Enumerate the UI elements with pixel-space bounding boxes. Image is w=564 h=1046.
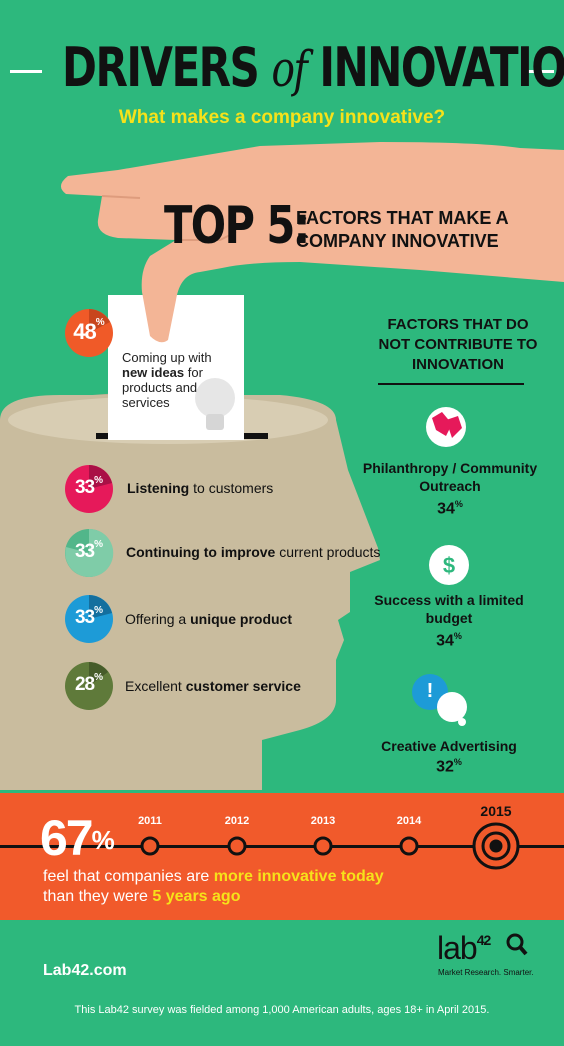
item-percent: 33%	[66, 539, 112, 563]
percent-sign: %	[453, 631, 462, 641]
percent-sign: %	[94, 475, 104, 486]
item-pre: Offering a	[125, 611, 191, 627]
not-contribute-label: Creative Advertising	[381, 738, 517, 754]
title-part-innovation: INNOVATION	[319, 36, 564, 99]
item-percent-value: 33	[74, 607, 95, 628]
item-bold: customer service	[185, 678, 301, 694]
not-contribute-heading: FACTORS THAT DO NOT CONTRIBUTE TO INNOVA…	[378, 316, 538, 373]
timeline-percent: 67%	[40, 810, 115, 866]
page-subtitle: What makes a company innovative?	[118, 107, 446, 128]
item-rest: current products	[275, 544, 381, 560]
timeline-text-part2: than they were	[43, 888, 153, 905]
timeline-text-part1: feel that companies are	[43, 868, 214, 885]
not-contribute-percent: 34%	[361, 631, 537, 650]
year-label: 2011	[138, 815, 162, 827]
card-percent: 48%	[66, 317, 112, 345]
item-bold: Continuing to improve	[126, 544, 276, 560]
lab42-logo: lab42	[437, 930, 492, 967]
top5-heading: TOP 5:	[164, 196, 310, 256]
list-item: Continuing to improve current products	[126, 544, 380, 560]
not-contribute-percent-value: 34	[437, 500, 455, 518]
title-part-of: of	[271, 40, 307, 98]
not-contribute-percent-value: 34	[436, 632, 454, 650]
item-percent: 33%	[66, 605, 112, 629]
logo-tagline: Market Research. Smarter.	[438, 968, 534, 977]
timeline-line	[0, 845, 564, 848]
year-label: 2014	[396, 815, 422, 827]
not-contribute-percent: 34%	[362, 499, 538, 518]
timeline-text-bold1: more innovative today	[213, 868, 384, 885]
item-percent: 33%	[66, 475, 112, 499]
year-label: 2012	[224, 815, 250, 827]
timeline-band	[0, 793, 564, 920]
exclamation-glyph: !	[426, 680, 434, 702]
title-part-drivers: DRIVERS	[62, 36, 260, 99]
divider	[378, 383, 524, 385]
list-item: Listening to customers	[127, 480, 273, 496]
not-contribute-label: Success with a limited budget	[374, 592, 524, 626]
logo-number: 42	[476, 932, 492, 948]
percent-sign: %	[454, 499, 463, 509]
hand-illustration	[60, 142, 564, 343]
idea-card	[108, 295, 244, 440]
not-contribute-percent: 32%	[361, 757, 537, 776]
timeline-markers	[140, 822, 520, 870]
percent-sign: %	[95, 317, 105, 328]
page-title: DRIVERS of INNOVATION	[62, 36, 564, 99]
timeline-text: feel that companies are more innovative …	[43, 867, 384, 907]
card-text-part1: Coming up with	[122, 350, 212, 365]
item-percent: 28%	[66, 672, 112, 696]
magnifier-icon	[506, 933, 528, 956]
survey-footnote: This Lab42 survey was fielded among 1,00…	[74, 1004, 490, 1016]
card-percent-value: 48	[73, 319, 97, 344]
percent-sign: %	[94, 605, 104, 616]
card-text-part2: for products and services	[122, 365, 203, 410]
list-item: Offering a unique product	[125, 611, 292, 627]
item-bold: unique product	[190, 611, 293, 627]
percent-sign: %	[91, 825, 115, 855]
percent-sign: %	[94, 539, 104, 550]
not-contribute-percent-value: 32	[436, 758, 454, 776]
percent-sign: %	[453, 757, 462, 767]
lightbulb-icon	[195, 378, 235, 430]
percent-sign: %	[94, 672, 104, 683]
percent-circles	[65, 309, 114, 710]
thought-bubble-icon	[412, 674, 467, 726]
item-percent-value: 28	[74, 674, 95, 695]
list-item: Excellent customer service	[125, 678, 301, 694]
site-link[interactable]: Lab42.com	[43, 962, 127, 979]
item-rest: to customers	[189, 480, 274, 496]
card-text-bold: new ideas	[122, 365, 185, 380]
year-label: 2015	[480, 803, 512, 819]
hands-icon	[426, 407, 466, 447]
year-label: 2013	[310, 815, 336, 827]
logo-text: lab	[437, 930, 478, 966]
card-text: Coming up with new ideas for products an…	[122, 350, 230, 410]
timeline-percent-value: 67	[40, 810, 94, 866]
top5-subheading: FACTORS THAT MAKE A COMPANY INNOVATIVE	[296, 208, 508, 251]
item-percent-value: 33	[74, 477, 95, 498]
head-silhouette	[0, 392, 380, 790]
dollar-icon	[429, 545, 469, 585]
item-percent-value: 33	[74, 541, 95, 562]
timeline-text-bold2: 5 years ago	[152, 888, 241, 905]
item-bold: Listening	[127, 480, 190, 496]
not-contribute-label: Philanthropy / Community Outreach	[362, 460, 538, 494]
item-pre: Excellent	[125, 678, 186, 694]
dollar-glyph: $	[442, 553, 456, 578]
